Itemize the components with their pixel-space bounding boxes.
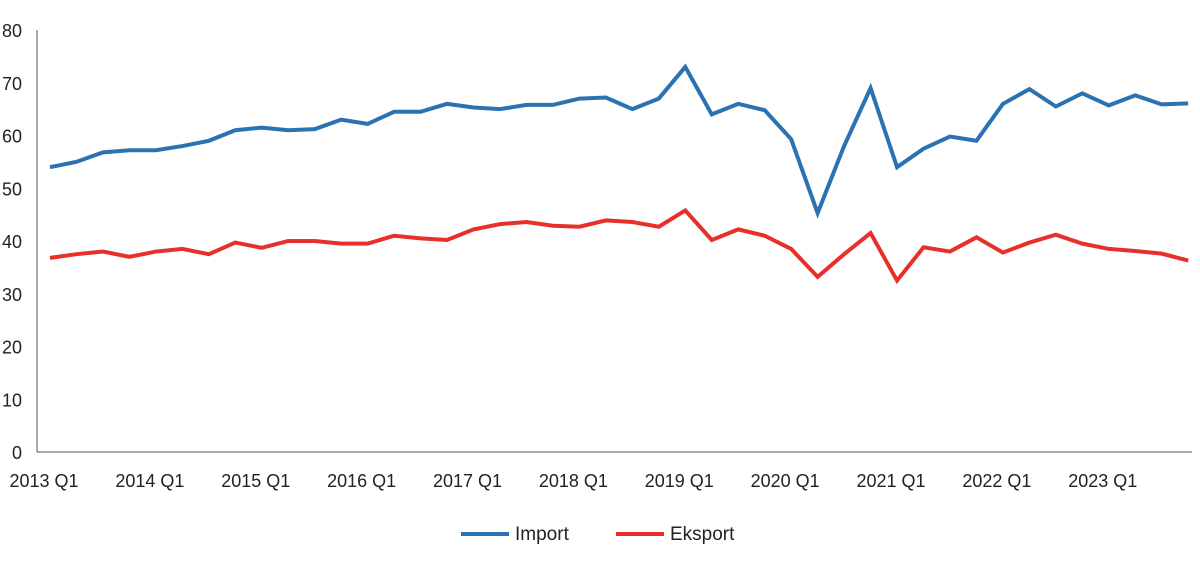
y-tick-label: 30 — [2, 285, 22, 305]
x-tick-label: 2015 Q1 — [221, 471, 290, 491]
x-tick-label: 2021 Q1 — [857, 471, 926, 491]
y-tick-label: 0 — [12, 443, 22, 463]
x-tick-label: 2013 Q1 — [9, 471, 78, 491]
y-tick-label: 50 — [2, 179, 22, 199]
y-tick-label: 80 — [2, 21, 22, 41]
x-tick-label: 2017 Q1 — [433, 471, 502, 491]
x-tick-label: 2023 Q1 — [1068, 471, 1137, 491]
y-tick-label: 60 — [2, 127, 22, 147]
x-tick-label: 2016 Q1 — [327, 471, 396, 491]
x-tick-label: 2020 Q1 — [751, 471, 820, 491]
series-line-eksport — [49, 207, 1189, 285]
series-line-import — [49, 63, 1189, 219]
x-tick-label: 2019 Q1 — [645, 471, 714, 491]
x-tick-label: 2018 Q1 — [539, 471, 608, 491]
x-tick-label: 2014 Q1 — [115, 471, 184, 491]
y-tick-label: 20 — [2, 338, 22, 358]
y-tick-label: 40 — [2, 232, 22, 252]
y-tick-label: 10 — [2, 390, 22, 410]
y-tick-label: 70 — [2, 74, 22, 94]
legend-label-eksport: Eksport — [670, 524, 735, 545]
legend-label-import: Import — [515, 524, 570, 545]
x-tick-label: 2022 Q1 — [962, 471, 1031, 491]
